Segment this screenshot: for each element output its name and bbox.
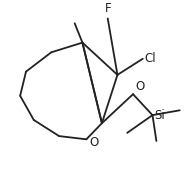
Text: F: F: [104, 2, 111, 15]
Text: O: O: [90, 136, 99, 149]
Text: Si: Si: [154, 109, 165, 122]
Text: O: O: [135, 80, 144, 93]
Text: Cl: Cl: [145, 52, 156, 65]
